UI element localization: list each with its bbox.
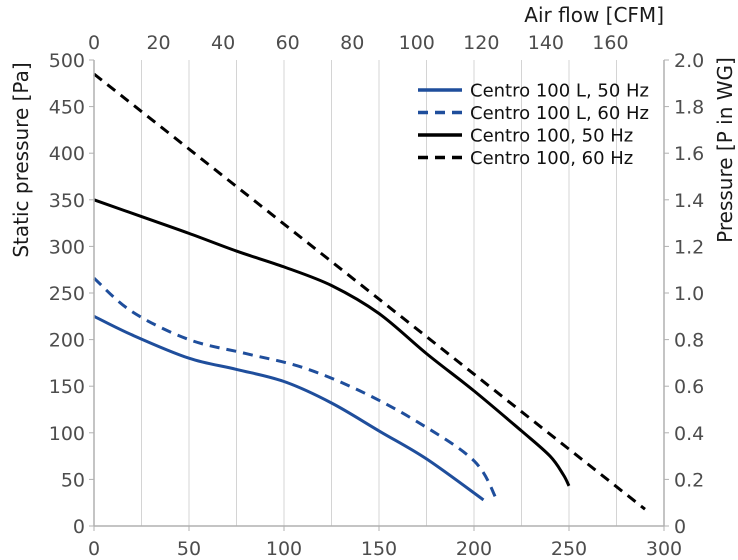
y-right-tick-label: 0	[674, 516, 686, 538]
series-centro-100-l-50hz	[93, 314, 485, 502]
y-right-tick-label: 0.8	[674, 330, 704, 352]
y-axis-right-title: Pressure [P in WG]	[713, 57, 737, 243]
legend-entry-centro-100-50hz: Centro 100, 50 Hz	[470, 126, 633, 147]
y-right-tick-label: 1.8	[674, 97, 704, 119]
x-tick-label: 300	[646, 538, 682, 560]
y-right-tick-label: 1.0	[674, 283, 704, 305]
legend-entry-centro-100-l-60hz: Centro 100 L, 60 Hz	[470, 103, 649, 124]
x-axis-top-title: Air flow [CFM]	[524, 3, 664, 27]
axes	[89, 59, 669, 531]
legend-entry-centro-100-60hz: Centro 100, 60 Hz	[470, 148, 633, 169]
series-lines	[92, 72, 646, 511]
x-top-tick-label: 160	[592, 32, 628, 54]
y-right-tick-label: 1.6	[674, 143, 704, 165]
x-top-tick-label: 20	[146, 32, 170, 54]
y-tick-label: 200	[49, 330, 85, 352]
x-top-tick-label: 0	[88, 32, 100, 54]
y-right-tick-label: 0.6	[674, 376, 704, 398]
y-tick-label: 50	[61, 469, 85, 491]
y-tick-label: 350	[49, 190, 85, 212]
series-centro-100-60hz	[93, 72, 646, 511]
y-right-tick-label: 0.2	[674, 469, 704, 491]
x-top-tick-label: 140	[528, 32, 564, 54]
x-tick-label: 0	[88, 538, 100, 560]
x-top-tick-label: 40	[211, 32, 235, 54]
y-tick-label: 0	[73, 516, 85, 538]
y-axis-left-title: Static pressure [Pa]	[9, 62, 33, 257]
y-tick-label: 300	[49, 236, 85, 258]
x-tick-label: 100	[266, 538, 302, 560]
y-tick-label: 250	[49, 283, 85, 305]
x-top-tick-label: 80	[340, 32, 364, 54]
y-tick-label: 150	[49, 376, 85, 398]
y-tick-label: 450	[49, 97, 85, 119]
x-tick-label: 50	[177, 538, 201, 560]
y-tick-label: 400	[49, 143, 85, 165]
series-centro-100-50hz	[93, 198, 571, 487]
y-right-tick-label: 1.2	[674, 236, 704, 258]
y-tick-label: 100	[49, 423, 85, 445]
y-right-tick-label: 0.4	[674, 423, 704, 445]
y-tick-label: 500	[49, 50, 85, 72]
legend-entry-centro-100-l-50hz: Centro 100 L, 50 Hz	[470, 81, 649, 102]
x-tick-label: 150	[361, 538, 397, 560]
x-top-tick-label: 60	[276, 32, 300, 54]
x-tick-label: 250	[551, 538, 587, 560]
x-top-tick-label: 120	[463, 32, 499, 54]
series-centro-100-l-60hz	[92, 276, 499, 501]
x-top-tick-label: 100	[399, 32, 435, 54]
x-tick-label: 200	[456, 538, 492, 560]
y-right-tick-label: 2.0	[674, 50, 704, 72]
y-right-tick-label: 1.4	[674, 190, 704, 212]
